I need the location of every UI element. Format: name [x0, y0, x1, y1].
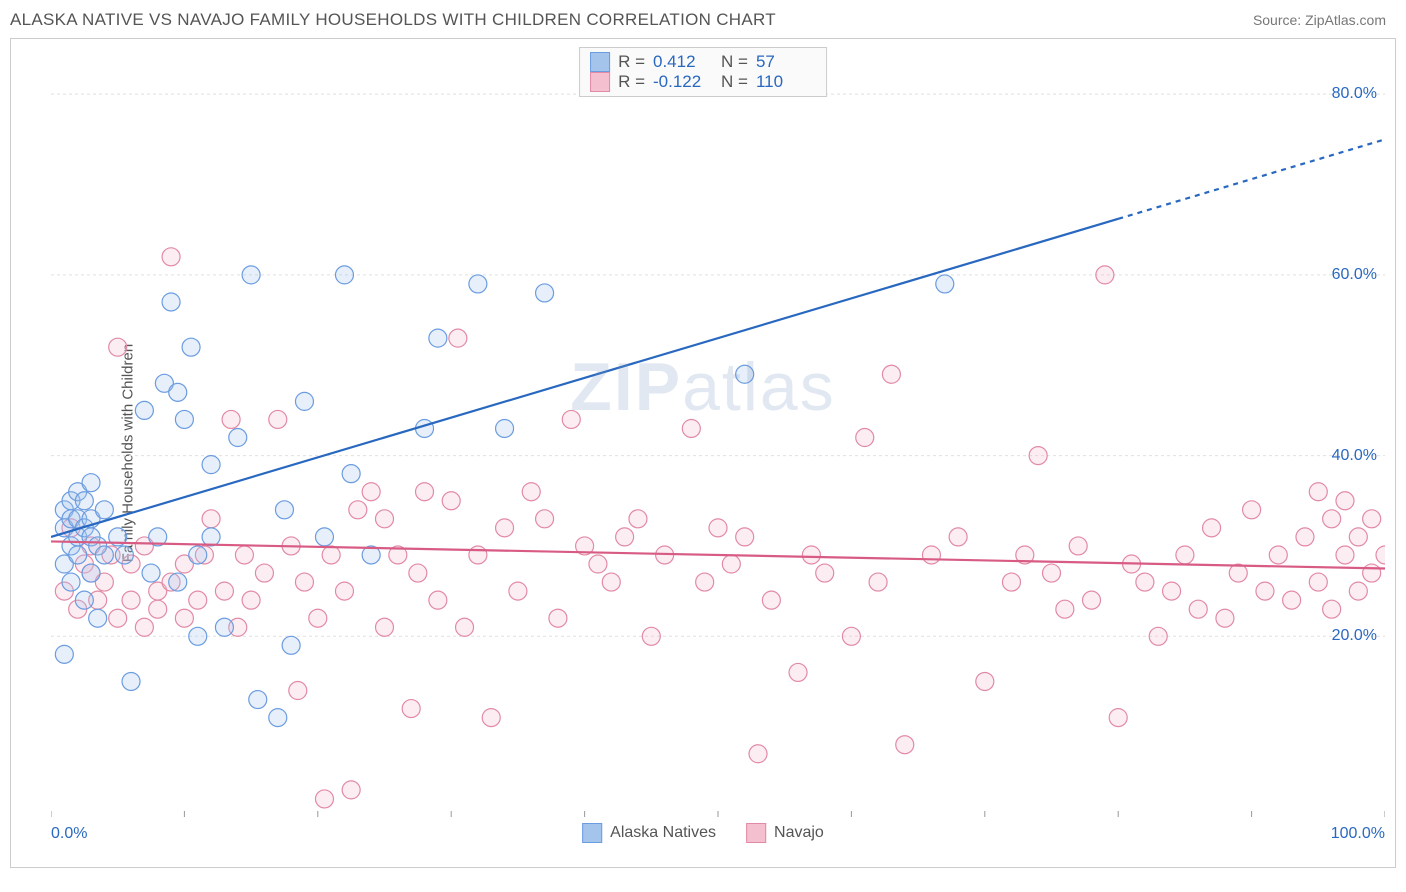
swatch-icon [582, 823, 602, 843]
legend-item-navajo: Navajo [746, 823, 824, 843]
stats-row-navajo: R = -0.122 N = 110 [590, 72, 816, 92]
series-legend: Alaska Natives Navajo [582, 823, 824, 843]
legend-label: Alaska Natives [610, 824, 716, 842]
chart-header: ALASKA NATIVE VS NAVAJO FAMILY HOUSEHOLD… [0, 0, 1406, 38]
stats-legend: R = 0.412 N = 57 R = -0.122 N = 110 [579, 47, 827, 97]
stat-r-value: 0.412 [653, 52, 713, 72]
legend-item-alaska: Alaska Natives [582, 823, 716, 843]
chart-title: ALASKA NATIVE VS NAVAJO FAMILY HOUSEHOLD… [10, 10, 776, 30]
stat-n-value: 57 [756, 52, 816, 72]
stat-r-value: -0.122 [653, 72, 713, 92]
chart-container: Family Households with Children R = 0.41… [10, 38, 1396, 868]
stat-n-value: 110 [756, 72, 816, 92]
stat-label: N = [721, 72, 748, 92]
x-min-label: 0.0% [51, 825, 87, 843]
swatch-icon [590, 72, 610, 92]
stats-row-alaska: R = 0.412 N = 57 [590, 52, 816, 72]
stat-label: R = [618, 52, 645, 72]
chart-source: Source: ZipAtlas.com [1253, 12, 1386, 28]
swatch-icon [746, 823, 766, 843]
ytick-label: 20.0% [1332, 627, 1377, 645]
ytick-label: 60.0% [1332, 266, 1377, 284]
ytick-label: 40.0% [1332, 447, 1377, 465]
stat-label: R = [618, 72, 645, 92]
ytick-label: 80.0% [1332, 85, 1377, 103]
swatch-icon [590, 52, 610, 72]
legend-label: Navajo [774, 824, 824, 842]
stat-label: N = [721, 52, 748, 72]
plot-area [51, 49, 1385, 817]
chart-svg [51, 49, 1385, 817]
x-max-label: 100.0% [1331, 825, 1385, 843]
